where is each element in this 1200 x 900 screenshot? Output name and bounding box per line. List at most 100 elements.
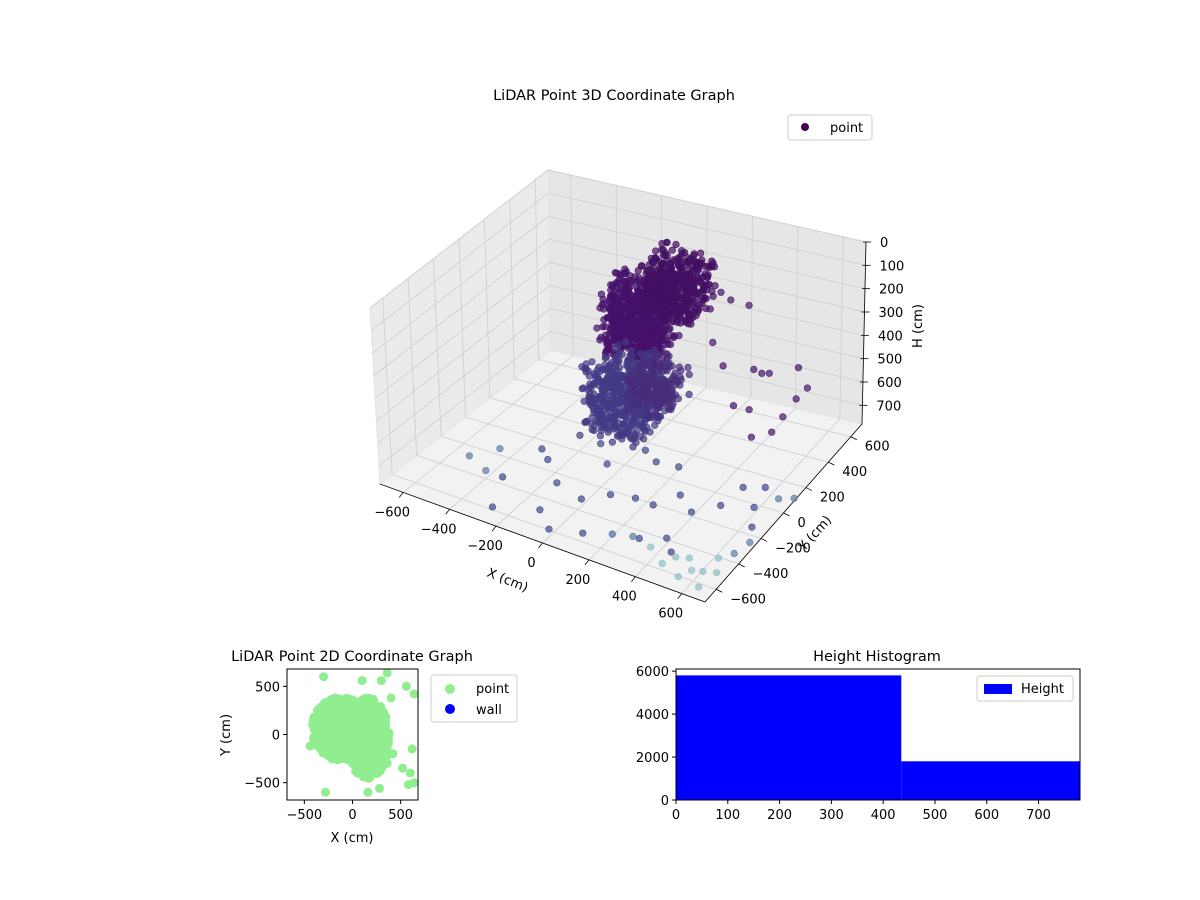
chart-3d-point <box>774 495 783 503</box>
chart-3d-gridline <box>548 215 866 290</box>
chart-3d-ztick-label: 500 <box>877 353 902 368</box>
chart-histogram-xtick-label: 100 <box>715 808 740 823</box>
chart-3d-point <box>684 363 692 372</box>
chart-histogram-ytick-label: 0 <box>661 794 669 809</box>
chart-3d-point <box>606 293 615 301</box>
chart-histogram-legend-box <box>976 675 1074 702</box>
chart-3d-point <box>593 366 602 374</box>
chart-3d-point <box>635 534 643 543</box>
chart-2d-point <box>377 718 387 727</box>
chart-3d-gridline <box>509 199 515 379</box>
chart-2d-point <box>376 702 386 711</box>
chart-2d-xtick-label: 0 <box>348 808 356 823</box>
chart-3d-point <box>624 356 632 364</box>
chart-3d-point <box>679 295 688 303</box>
chart-3d-point <box>639 311 647 319</box>
chart-histogram: Height Histogram 0 100 200 300 400 500 600 7000… <box>636 649 1081 823</box>
chart-3d-point <box>603 460 611 468</box>
chart-3d-gridline <box>794 226 799 409</box>
chart-3d-point <box>608 438 617 446</box>
chart-3d-point <box>628 347 636 355</box>
chart-3d-point <box>701 282 710 290</box>
chart-3d-xtick <box>491 525 497 532</box>
chart-3d-point <box>666 340 675 349</box>
chart-3d-point <box>685 270 693 278</box>
chart-3d-point <box>627 302 635 310</box>
chart-2d-point <box>386 693 396 703</box>
chart-3d-point <box>615 310 623 318</box>
chart-3d-xtick-label: −200 <box>467 539 503 554</box>
chart-3d-point <box>694 304 702 313</box>
chart-3d-point <box>779 413 787 421</box>
chart-3d-point <box>606 491 615 499</box>
chart-3d-point <box>622 418 631 426</box>
chart-3d-ytick-label: 0 <box>798 516 806 531</box>
chart-3d-point <box>582 368 590 376</box>
chart-2d-point <box>366 753 376 763</box>
chart-3d-point <box>661 363 669 371</box>
chart-3d-point <box>632 317 641 326</box>
chart-3d-point <box>647 336 656 344</box>
chart-3d-point <box>642 336 650 345</box>
chart-2d-xlabel: X (cm) <box>331 831 374 846</box>
chart-3d-point <box>601 354 609 362</box>
chart-3d-point <box>663 239 671 247</box>
chart-3d-point <box>618 432 626 440</box>
chart-3d: LiDAR Point 3D Coordinate Graph −600 −400… <box>369 88 926 622</box>
chart-3d-point <box>632 295 640 304</box>
chart-histogram-bar <box>676 675 902 800</box>
chart-3d-point <box>686 311 694 319</box>
chart-3d-point <box>641 446 650 454</box>
chart-3d-gridline <box>489 397 807 489</box>
chart-3d-point <box>651 247 660 255</box>
chart-3d-point <box>671 391 680 399</box>
chart-3d-point <box>634 362 643 370</box>
chart-3d-point <box>618 350 626 359</box>
chart-3d-ztick-label: 0 <box>880 236 888 251</box>
chart-histogram-legend-swatch <box>984 684 1012 694</box>
chart-3d-point <box>663 398 671 406</box>
chart-3d-point <box>609 422 617 430</box>
chart-3d-point <box>650 322 658 330</box>
chart-3d-point <box>605 345 613 353</box>
chart-2d-point <box>367 734 377 744</box>
chart-3d-point <box>590 390 598 398</box>
chart-3d-point <box>632 325 641 333</box>
chart-3d-legend-marker <box>801 123 809 131</box>
chart-histogram-xtick-label: 200 <box>767 808 792 823</box>
chart-3d-point <box>627 421 635 429</box>
chart-3d-point <box>658 559 666 568</box>
chart-3d-xtick <box>398 492 404 498</box>
chart-3d-point <box>629 532 637 541</box>
chart-3d-point <box>581 418 589 426</box>
chart-3d-point <box>488 503 497 511</box>
chart-histogram-xtick-label: 400 <box>871 808 896 823</box>
chart-3d-point <box>648 257 656 266</box>
chart-3d-gridline <box>374 261 550 399</box>
chart-2d-point <box>409 778 418 788</box>
chart-2d-point <box>312 719 322 729</box>
chart-3d-point <box>579 529 587 537</box>
chart-3d-gridline <box>550 331 863 406</box>
chart-histogram-frame <box>675 668 1081 801</box>
chart-2d-point <box>332 695 342 705</box>
chart-2d-points <box>305 669 418 797</box>
chart-2d-legend-wall-label: wall <box>476 703 502 718</box>
chart-3d-gridline <box>372 215 550 354</box>
chart-3d-point <box>803 384 812 392</box>
chart-2d-ticks: −500 0 500 −500 0 500 <box>244 680 413 823</box>
chart-3d-point <box>709 338 717 347</box>
chart-3d-point <box>617 333 626 341</box>
chart-3d-point <box>545 525 553 533</box>
chart-3d-point <box>747 433 756 441</box>
chart-3d-point <box>654 364 662 372</box>
chart-3d-point <box>665 267 673 275</box>
chart-3d-point <box>646 362 654 370</box>
chart-3d-point <box>499 473 507 481</box>
chart-3d-point <box>640 359 649 367</box>
chart-3d-ytick-label: −600 <box>730 592 766 607</box>
chart-3d-point <box>745 406 753 414</box>
chart-3d-ytick <box>783 512 790 517</box>
chart-3d-point <box>671 276 679 284</box>
chart-3d-point <box>660 349 668 357</box>
